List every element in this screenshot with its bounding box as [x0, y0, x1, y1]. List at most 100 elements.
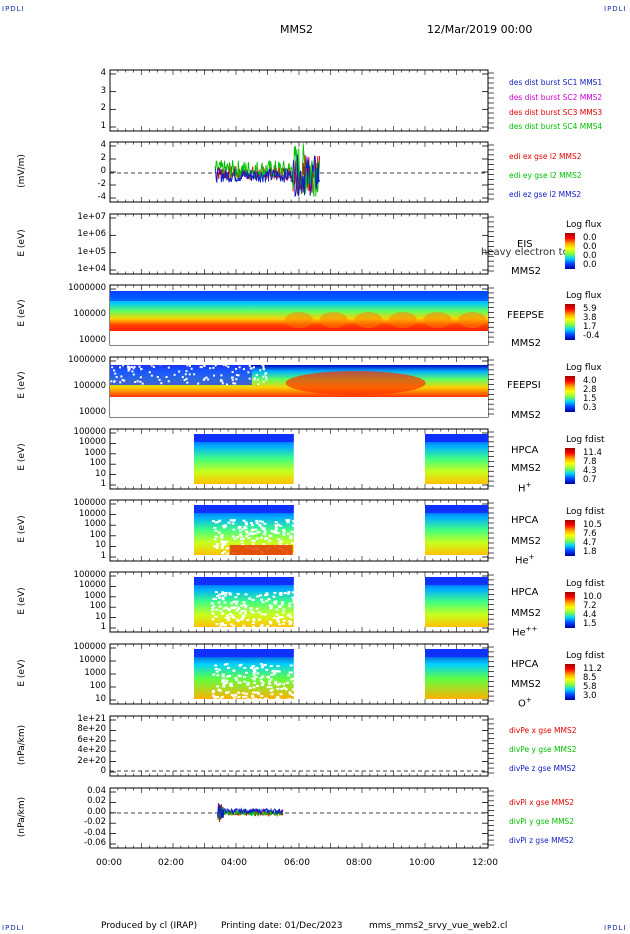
p8-ytick-label: 1000	[84, 590, 106, 601]
p9-spectrogram-speckle	[234, 676, 238, 679]
p9-spectrogram-speckle	[244, 695, 248, 698]
p9-spectrogram-speckle	[212, 673, 216, 676]
p5-spectrogram-speckle	[121, 378, 124, 381]
p9-spectrogram-speckle	[246, 683, 250, 686]
p8-spectrogram-speckle	[289, 616, 293, 619]
p8-spectrogram-speckle	[244, 593, 248, 596]
p8-spectrogram-speckle	[283, 592, 287, 595]
p9-spectrogram-speckle	[280, 688, 284, 691]
p7-instrument: HPCA	[511, 515, 539, 526]
p3-spacecraft: MMS2	[511, 266, 541, 277]
p5-spectrogram-speckle	[235, 374, 238, 377]
p7-spectrogram-speckle	[274, 528, 278, 531]
p7-spectrogram-speckle	[263, 533, 267, 536]
p9-colorbar	[565, 664, 575, 700]
p9-spectrogram-speckle	[276, 687, 280, 690]
p8-spectrogram-speckle	[263, 594, 267, 597]
p6-ytick-label: 10	[95, 468, 106, 479]
p8-spectrogram-speckle	[257, 618, 261, 621]
p5-spectrogram-speckle	[138, 363, 141, 366]
p7-spectrogram-speckle	[216, 521, 220, 524]
p8-spectrogram-speckle	[224, 592, 228, 595]
p9-species-charge: +	[525, 696, 532, 704]
p1-frame	[109, 69, 489, 132]
p5-spectrogram-speckle	[248, 364, 251, 367]
p7-spectrogram-speckle	[289, 535, 293, 538]
p5-spectrogram-empty	[110, 397, 488, 417]
p8-spectrogram-speckle	[215, 595, 219, 598]
p8-ytick-label: 10000	[78, 580, 106, 591]
p5-spectrogram-speckle	[230, 376, 233, 379]
p7-spectrogram-speckle	[274, 529, 278, 532]
p4-cbar-val-3: 1.7	[583, 322, 597, 332]
p7-spectrogram-speckle	[269, 554, 273, 557]
p8-spectrogram-speckle	[237, 619, 241, 622]
date-title: 12/Mar/2019 00:00	[427, 23, 533, 36]
p7-spectrogram-speckle	[213, 538, 217, 541]
p9-spectrogram-speckle	[256, 672, 260, 675]
p9-spectrogram-speckle	[271, 670, 275, 673]
p7-spectrogram-speckle	[218, 519, 222, 522]
p8-spectrogram-speckle	[288, 605, 292, 608]
p7-ylabel: E (eV)	[17, 515, 27, 543]
footer-credit: Produced by cl (IRAP)	[101, 921, 198, 931]
p9-spectrogram-speckle	[243, 676, 247, 679]
p9-spectrogram-speckle	[260, 683, 264, 686]
p8-cbar-val-3: 4.4	[583, 610, 597, 620]
p7-spectrogram-speckle	[275, 532, 279, 535]
p7-spectrogram-speckle	[213, 545, 217, 548]
p8-spectrogram-speckle	[212, 605, 216, 608]
p5-ytick-label: 1000000	[68, 355, 106, 365]
p8-ytick-label: 1	[100, 622, 106, 632]
p5-spectrogram-speckle	[265, 378, 268, 381]
p8-spectrogram-speckle	[211, 618, 215, 621]
p8-spectrogram-speckle	[230, 606, 234, 609]
p6-instrument: HPCA	[511, 445, 539, 456]
p5-spectrogram-speckle	[138, 365, 141, 368]
p4-cbar-val-2: 3.8	[583, 313, 597, 323]
p9-spectrogram-speckle	[217, 668, 221, 671]
p4-spectrogram-blob	[354, 312, 383, 328]
p7-spectrogram-speckle	[254, 528, 258, 531]
p7-spectrogram-speckle	[245, 535, 249, 538]
p8-spectrogram-speckle	[246, 619, 250, 622]
p7-spectrogram-speckle	[238, 526, 242, 529]
p9-spectrogram-speckle	[284, 688, 288, 691]
p9-spectrogram-speckle	[265, 668, 269, 671]
p8-spectrogram-speckle	[265, 599, 269, 602]
p9-spectrogram-speckle	[221, 675, 225, 678]
p9-spectrogram-speckle	[211, 694, 215, 697]
p9-spectrogram-speckle	[253, 670, 257, 673]
p11-ytick-label: -0.06	[84, 838, 106, 848]
corner-label-tr: IPDLI	[604, 5, 627, 13]
p7-spacecraft: MMS2	[511, 536, 541, 547]
p7-spectrogram-speckle	[286, 532, 290, 535]
p8-spectrogram-speckle	[249, 607, 253, 610]
p7-spectrogram-speckle	[214, 529, 218, 532]
p7-spectrogram-speckle	[242, 519, 246, 522]
p5-spectrogram-speckle	[183, 379, 186, 382]
p7-spectrogram-speckle	[260, 520, 264, 523]
p9-spectrogram-speckle	[282, 686, 286, 689]
p7-species: He+	[515, 553, 535, 566]
p1-ytick-label: 2	[100, 103, 106, 114]
p4-ytick-label: 100000	[73, 309, 106, 319]
p7-spectrogram-speckle	[233, 537, 237, 540]
p9-spectrogram-speckle	[268, 682, 272, 685]
p8-spectrogram-speckle	[281, 611, 285, 614]
p9-spectrogram-speckle	[252, 678, 256, 681]
p9-spectrogram-speckle	[228, 674, 232, 677]
p8-spectrogram-speckle	[244, 604, 248, 607]
p7-spectrogram-speckle	[259, 536, 263, 539]
p8-spectrogram-speckle	[280, 601, 284, 604]
p5-spectrogram-speckle	[219, 379, 222, 382]
p6-species-charge: +	[525, 481, 532, 489]
p2-series-blue	[214, 154, 321, 198]
p10-ytick-label: 0	[100, 766, 106, 776]
p9-spectrogram-speckle	[237, 674, 241, 677]
p3-cbar-val-3: 0.0	[583, 251, 597, 261]
p9-spectrogram-speckle	[222, 682, 226, 685]
p4-instrument: FEEPSE	[507, 310, 545, 321]
p5-spectrogram-noise	[110, 365, 252, 385]
p10-legend-3: divPe z gse MMS2	[509, 764, 576, 773]
